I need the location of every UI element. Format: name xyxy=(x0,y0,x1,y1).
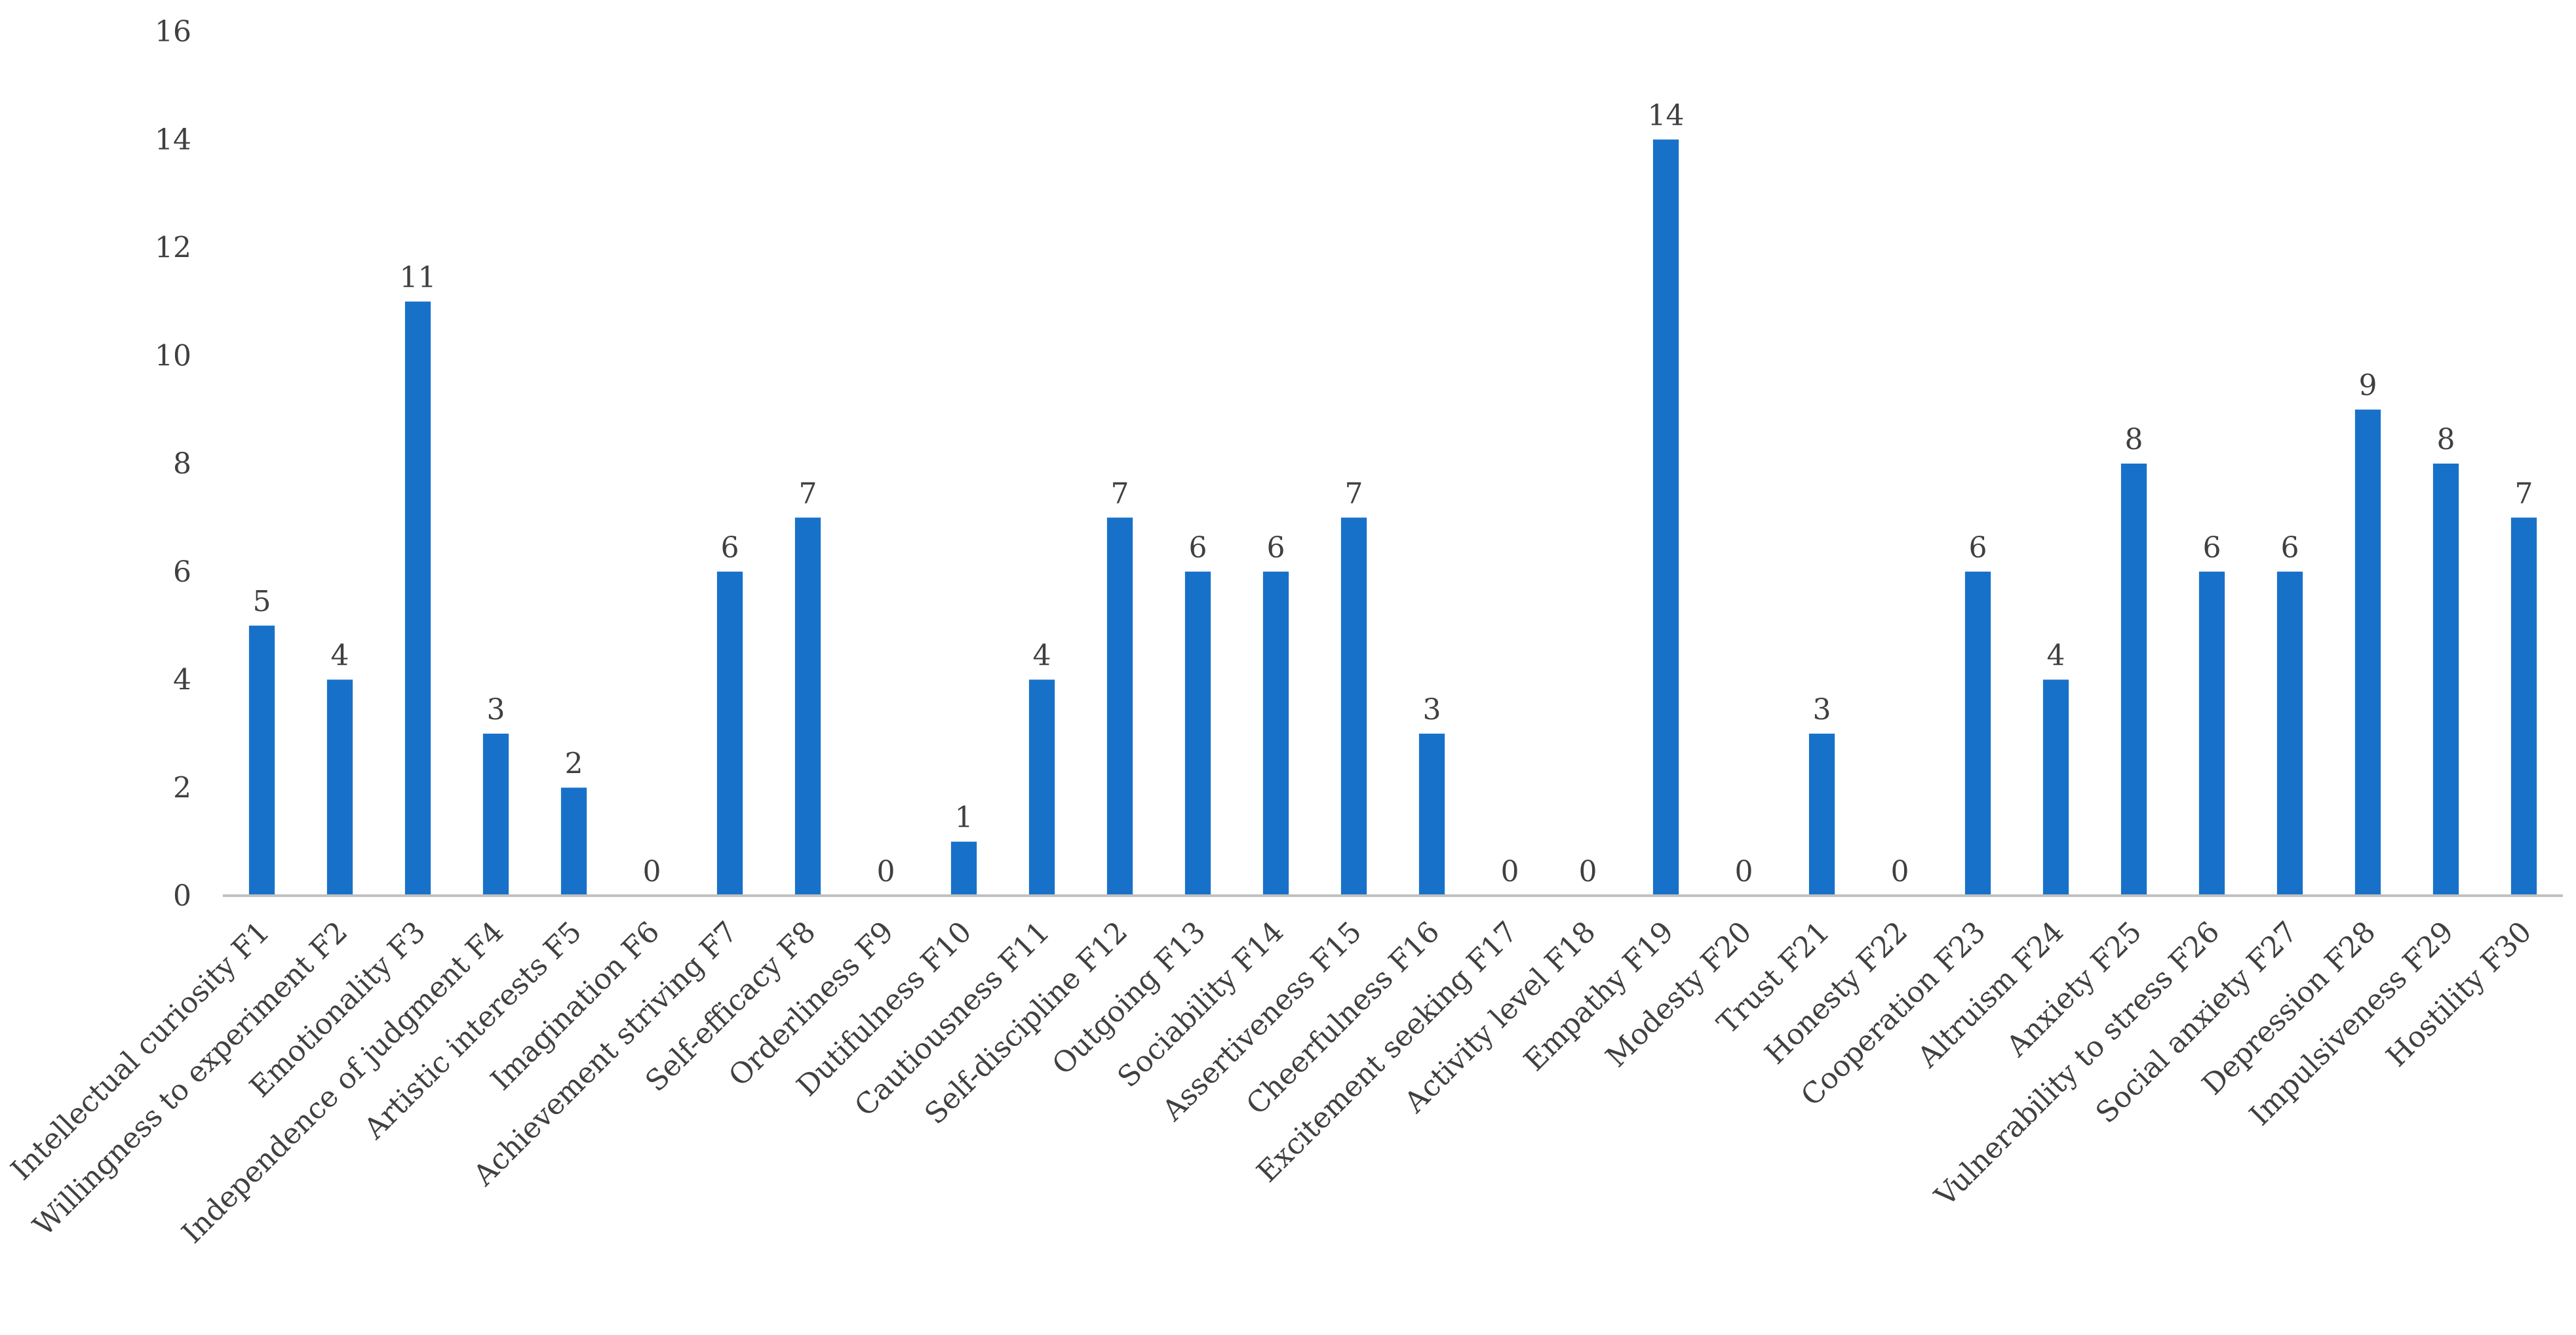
bar-data-label: 3 xyxy=(487,693,505,727)
bar xyxy=(1652,139,1679,896)
y-tick-label: 6 xyxy=(173,555,191,589)
bar-data-label: 1 xyxy=(955,801,973,835)
bar xyxy=(482,733,509,896)
bar-data-label: 0 xyxy=(877,855,895,888)
y-tick-label: 16 xyxy=(155,15,191,49)
bar-data-label: 6 xyxy=(1267,531,1285,565)
bar-data-label: 6 xyxy=(721,531,739,565)
y-tick-label: 14 xyxy=(155,123,191,157)
bar xyxy=(2276,571,2303,896)
bar-data-label: 5 xyxy=(253,585,271,618)
bar-data-label: 6 xyxy=(1969,531,1987,565)
bar xyxy=(1106,517,1133,896)
y-tick-label: 2 xyxy=(173,771,191,805)
bar xyxy=(1808,733,1835,896)
bar xyxy=(1262,571,1289,896)
y-tick-label: 4 xyxy=(173,664,191,697)
bar xyxy=(2042,679,2069,896)
bar-data-label: 7 xyxy=(799,477,817,510)
bar xyxy=(1028,679,1055,896)
bar-data-label: 9 xyxy=(2359,369,2377,403)
bar-data-label: 0 xyxy=(1501,855,1519,888)
bar xyxy=(404,301,431,896)
bar-data-label: 8 xyxy=(2125,423,2143,456)
y-tick-label: 10 xyxy=(155,339,191,372)
x-tick-label: Vulnerability to stress F26 xyxy=(1928,915,2227,1214)
y-tick-label: 12 xyxy=(155,231,191,265)
bar xyxy=(1184,571,1211,896)
bar xyxy=(560,787,587,896)
bar xyxy=(1964,571,1991,896)
x-tick-label: Anxiety F25 xyxy=(2000,915,2148,1064)
bar-data-label: 0 xyxy=(643,855,661,888)
y-axis: 0 2 4 6 8 10 12 14 16 xyxy=(155,15,191,913)
bar xyxy=(326,679,353,896)
bar-data-label: 6 xyxy=(2281,531,2299,565)
bar-data-label: 0 xyxy=(1579,855,1597,888)
y-tick-label: 0 xyxy=(173,879,191,913)
bar xyxy=(2120,464,2147,896)
bar-data-label: 6 xyxy=(1189,531,1207,565)
bar-data-label: 0 xyxy=(1735,855,1753,888)
bar-data-label: 7 xyxy=(1111,477,1129,510)
bar xyxy=(248,626,275,896)
bar-data-label: 0 xyxy=(1891,855,1909,888)
bar xyxy=(716,571,743,896)
y-tick-label: 8 xyxy=(173,447,191,481)
bar xyxy=(2510,517,2537,896)
bar-data-label: 7 xyxy=(2515,477,2533,510)
bar-data-label: 8 xyxy=(2437,423,2455,456)
bar-data-label: 4 xyxy=(331,639,349,673)
bar xyxy=(950,841,977,896)
bar xyxy=(2354,409,2381,896)
bar xyxy=(1418,733,1445,896)
bar xyxy=(1340,517,1367,896)
bar-data-label: 14 xyxy=(1648,99,1685,132)
bar xyxy=(2432,464,2459,896)
x-tick-label: Willingness to experiment F2 xyxy=(27,915,354,1243)
bar-data-label: 4 xyxy=(1033,639,1051,673)
bar xyxy=(2198,571,2225,896)
bars xyxy=(248,139,2537,896)
bar-data-label: 6 xyxy=(2203,531,2221,565)
bar-data-label: 4 xyxy=(2047,639,2065,673)
bar-data-label: 11 xyxy=(400,261,437,294)
bar-data-label: 3 xyxy=(1813,693,1831,727)
bar-data-label: 2 xyxy=(565,747,583,780)
bar xyxy=(794,517,821,896)
bar-data-label: 7 xyxy=(1345,477,1363,510)
bar-data-label: 3 xyxy=(1423,693,1441,727)
